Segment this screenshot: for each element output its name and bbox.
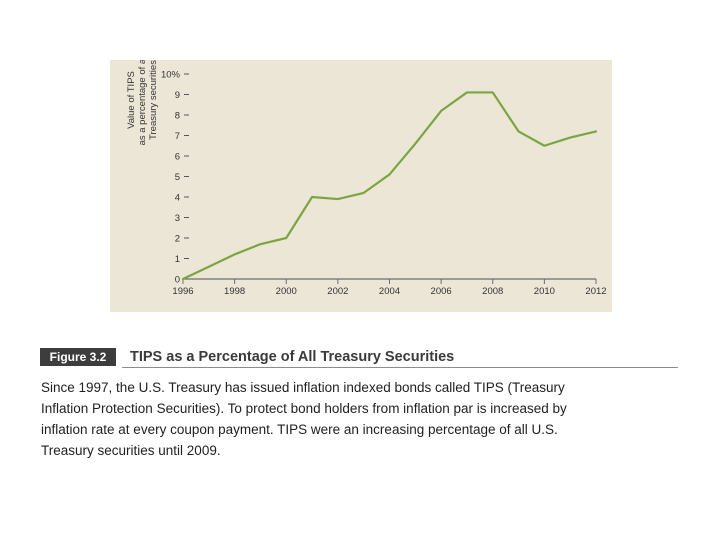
y-tick-label: 2 <box>175 234 180 245</box>
y-tick-label: 9 <box>175 90 180 101</box>
caption-divider <box>122 367 678 368</box>
description-line: Since 1997, the U.S. Treasury has issued… <box>41 380 565 395</box>
y-tick-label: 8 <box>175 111 180 122</box>
y-axis-title-line: as a percentage of all <box>137 60 148 145</box>
y-tick-label: 4 <box>175 193 180 204</box>
description-line: Treasury securities until 2009. <box>41 443 221 458</box>
y-tick-label: 3 <box>175 213 180 224</box>
y-tick-label: 5 <box>175 172 180 183</box>
figure-caption-bar: Figure 3.2 TIPS as a Percentage of All T… <box>36 348 678 368</box>
y-tick-label: 1 <box>175 254 180 265</box>
tips-share-line <box>181 91 598 281</box>
x-tick-label: 2006 <box>431 286 452 297</box>
x-tick-label: 2000 <box>276 286 297 297</box>
figure-label: Figure 3.2 <box>40 348 116 366</box>
x-tick-label: 2010 <box>534 286 555 297</box>
x-tick-label: 1998 <box>224 286 245 297</box>
y-tick-label: 7 <box>175 131 180 142</box>
x-tick-label: 2008 <box>482 286 503 297</box>
y-axis-title-line: Treasury securities <box>148 60 159 140</box>
y-axis-title-line: Value of TIPS <box>126 71 137 129</box>
x-tick-label: 1996 <box>172 286 193 297</box>
y-axis-title: Value of TIPS as a percentage of all Treas… <box>126 60 159 145</box>
y-tick-label: 0 <box>175 275 180 286</box>
x-tick-label: 2012 <box>585 286 606 297</box>
description-line: inflation rate at every coupon payment. … <box>41 422 558 437</box>
x-tick-label: 2002 <box>327 286 348 297</box>
description-line: Inflation Protection Securities). To pro… <box>41 401 567 416</box>
y-tick-label: 10% <box>161 70 181 81</box>
chart-panel: 1996 1998 2000 2002 2004 2006 2008 2010 2012 0 1 2 3… <box>110 60 612 312</box>
figure-title: TIPS as a Percentage of All Treasury Sec… <box>130 349 455 365</box>
x-tick-label: 2004 <box>379 286 400 297</box>
tips-line-chart: 1996 1998 2000 2002 2004 2006 2008 2010 20120123… <box>126 60 607 297</box>
figure-description: Since 1997, the U.S. Treasury has issued… <box>41 377 681 461</box>
y-tick-label: 6 <box>175 152 180 163</box>
